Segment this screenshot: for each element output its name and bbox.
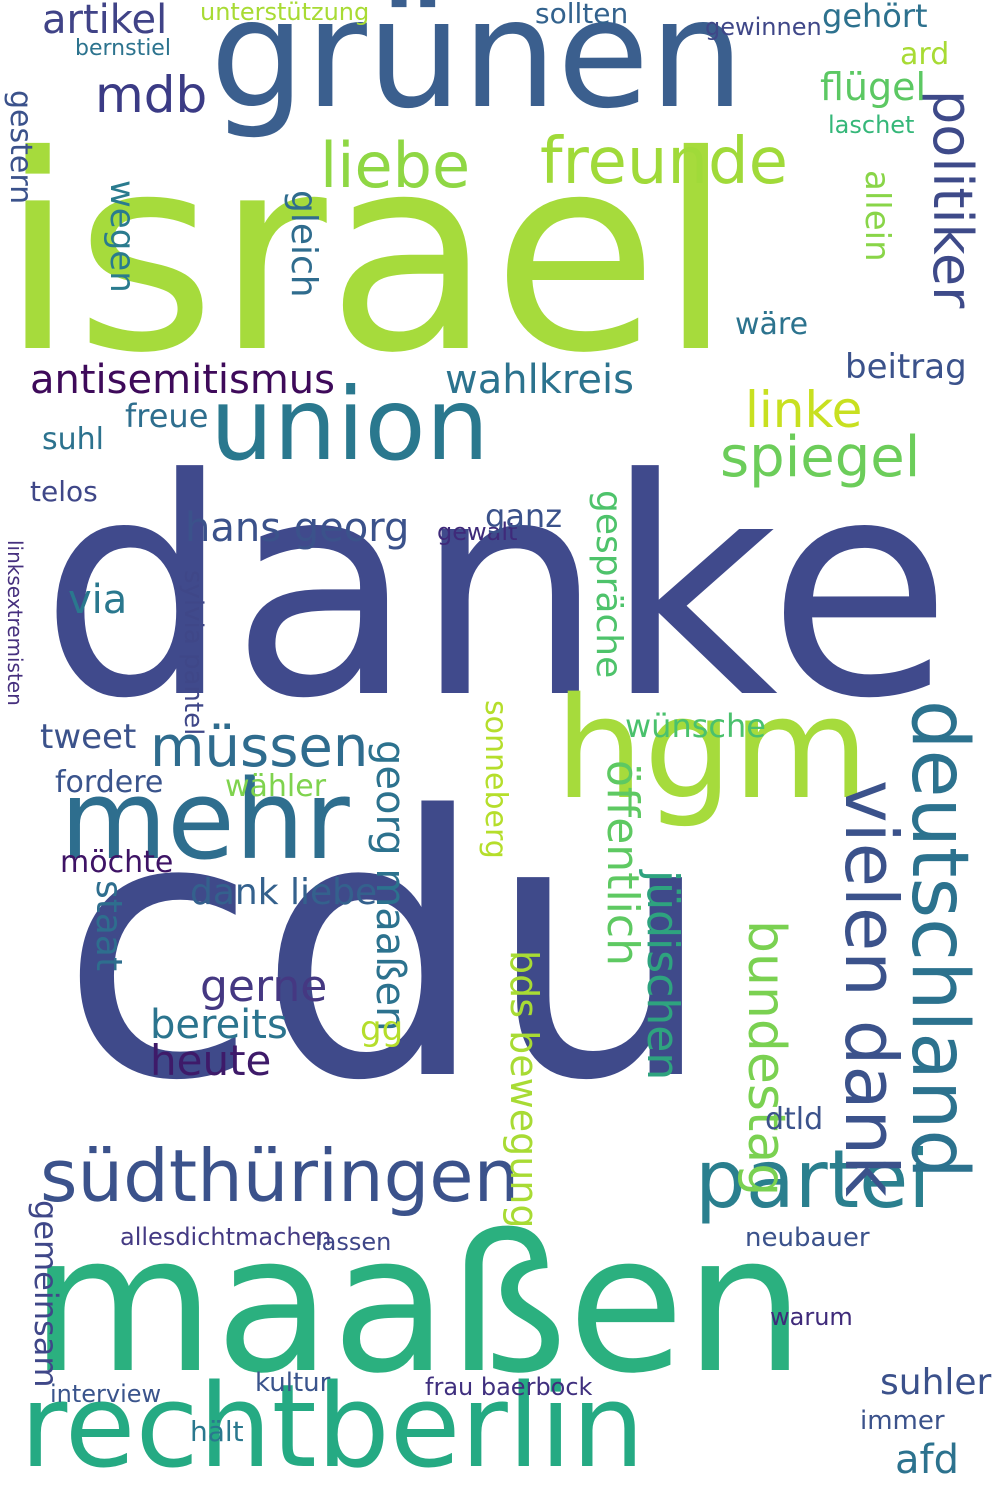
word: wäre [735, 307, 809, 342]
word: mdb [95, 66, 208, 124]
word: bereits [150, 1002, 288, 1048]
word: kultur [255, 1368, 331, 1398]
word: beitrag [845, 347, 967, 387]
word: gewinnen [705, 13, 822, 41]
word: dank liebe [190, 872, 378, 913]
word: wegen [102, 180, 142, 293]
word: gerne [200, 961, 328, 1012]
word: wahlkreis [445, 357, 634, 403]
word: gleich [283, 190, 324, 298]
word: partei [695, 1133, 931, 1226]
word: rechtberlin [20, 1360, 645, 1494]
word: allesdichtmachen [120, 1223, 332, 1251]
word: linksextremisten [3, 540, 27, 706]
word: allein [857, 170, 897, 262]
word: staat [88, 880, 129, 972]
word: flügel [820, 65, 927, 109]
word: cdu [60, 740, 715, 1159]
word: georg maaßen [367, 740, 413, 1032]
word: sylvia pantel [178, 570, 208, 736]
word: bernstiel [75, 36, 171, 61]
word: suhler [880, 1362, 992, 1403]
word: neubauer [745, 1223, 870, 1253]
word: bds bewegung [502, 950, 546, 1229]
word: afd [895, 1437, 959, 1483]
word: frau baerbock [425, 1373, 593, 1401]
word: öffentlich [597, 760, 648, 966]
word: fordere [55, 765, 164, 800]
word: dtld [765, 1102, 824, 1137]
word: telos [30, 475, 98, 508]
word: laschet [828, 111, 915, 139]
word: antisemitismus [30, 357, 335, 403]
word: unterstützung [200, 0, 370, 26]
word: maaßen [30, 1194, 805, 1415]
word: hans georg [185, 505, 410, 551]
word: spiegel [720, 425, 921, 490]
word: gehört [822, 0, 928, 35]
word: ganz [485, 497, 562, 535]
word: warum [770, 1303, 853, 1331]
word: gg [360, 1009, 404, 1049]
word: gespräche [588, 490, 629, 679]
word: union [210, 366, 490, 483]
word: grünen [210, 0, 745, 142]
word: heute [150, 1036, 272, 1085]
word: sonneberg [478, 700, 513, 859]
word: gemeinsam [27, 1200, 65, 1388]
word: freunde [540, 125, 788, 199]
word: gestern [3, 90, 38, 205]
word: politiker [921, 90, 984, 309]
word: linke [745, 381, 863, 439]
word: lassen [315, 1228, 392, 1256]
word: mehr [60, 756, 350, 884]
word: sollten [535, 0, 629, 30]
word: wähler [225, 769, 327, 804]
word: hält [190, 1415, 244, 1448]
word: jüdischen [637, 870, 688, 1081]
word: hgm [555, 668, 869, 831]
word: bundestag [736, 920, 796, 1197]
word: danke [40, 415, 953, 764]
word: wünsche [625, 707, 766, 745]
word: via [68, 577, 128, 623]
word: suhl [42, 422, 104, 457]
word: interview [50, 1380, 162, 1408]
word: artikel [42, 0, 168, 43]
word: gewalt [437, 518, 518, 546]
word: möchte [60, 845, 174, 880]
word: liebe [320, 129, 471, 202]
word: israel [0, 97, 734, 412]
word: immer [860, 1406, 945, 1436]
word: ard [900, 37, 950, 72]
word: deutschland [894, 700, 984, 1179]
word: müssen [150, 715, 369, 780]
word: südthüringen [40, 1134, 520, 1218]
word: tweet [40, 717, 137, 757]
word: freue [125, 397, 209, 435]
word: vielen dank [829, 780, 913, 1197]
